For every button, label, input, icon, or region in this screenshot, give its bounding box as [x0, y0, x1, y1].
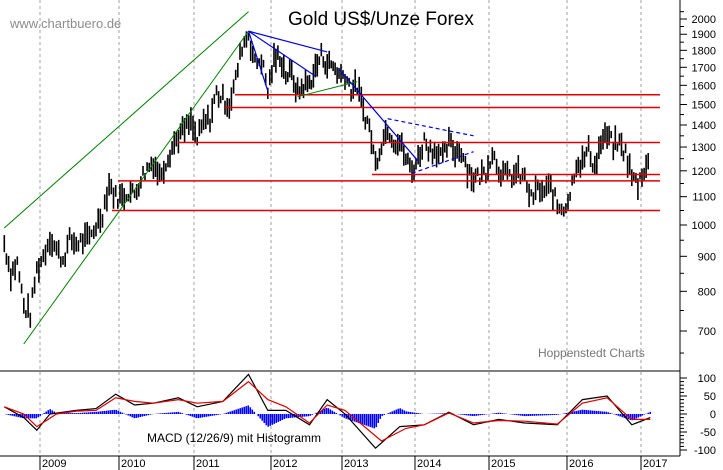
- svg-text:1800: 1800: [692, 45, 716, 57]
- svg-text:0: 0: [710, 409, 716, 421]
- svg-text:2010: 2010: [121, 458, 145, 470]
- trend-lines: [3, 11, 660, 345]
- svg-text:2016: 2016: [569, 458, 593, 470]
- svg-text:1100: 1100: [692, 192, 716, 204]
- svg-text:1000: 1000: [692, 220, 716, 232]
- chart-title: Gold US$/Unze Forex: [288, 9, 474, 30]
- svg-text:2013: 2013: [344, 458, 368, 470]
- source-label: Hoppenstedt Charts: [538, 346, 645, 360]
- svg-text:2012: 2012: [273, 458, 297, 470]
- macd-label: MACD (12/26/9) mit Histogramm: [147, 431, 322, 445]
- svg-text:1300: 1300: [692, 142, 716, 154]
- svg-text:2009: 2009: [42, 458, 66, 470]
- svg-text:1900: 1900: [692, 29, 716, 41]
- svg-text:-100: -100: [694, 445, 716, 457]
- svg-text:1700: 1700: [692, 62, 716, 74]
- year-gridlines: [39, 0, 642, 456]
- svg-text:2011: 2011: [196, 458, 220, 470]
- price-pane: [3, 31, 650, 328]
- svg-text:50: 50: [704, 391, 716, 403]
- svg-text:2017: 2017: [643, 458, 667, 470]
- svg-text:1200: 1200: [692, 166, 716, 178]
- svg-text:2014: 2014: [417, 458, 441, 470]
- svg-text:2000: 2000: [692, 14, 716, 26]
- svg-text:2015: 2015: [491, 458, 515, 470]
- svg-text:1600: 1600: [692, 80, 716, 92]
- svg-text:700: 700: [698, 326, 716, 338]
- svg-text:100: 100: [698, 373, 716, 385]
- svg-text:900: 900: [698, 251, 716, 263]
- watermark: www.chartbuero.de: [10, 16, 122, 31]
- svg-text:800: 800: [698, 286, 716, 298]
- svg-text:1500: 1500: [692, 99, 716, 111]
- svg-text:1400: 1400: [692, 120, 716, 132]
- macd-pane: [4, 373, 652, 450]
- svg-text:-50: -50: [700, 427, 716, 439]
